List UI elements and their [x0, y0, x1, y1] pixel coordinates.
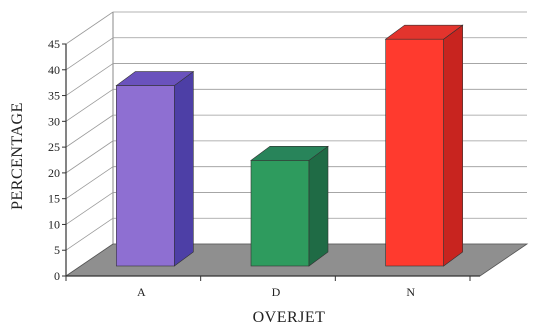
axis-layer [62, 43, 480, 281]
gridline-side [65, 11, 114, 45]
y-tick-label: 40 [48, 63, 60, 77]
bar-n-side [443, 24, 463, 267]
y-tick-label: 25 [48, 140, 60, 154]
y-tick-label: 35 [48, 89, 60, 103]
bar-d-side [308, 145, 329, 267]
bars-layer [115, 24, 464, 267]
y-tick-label: 0 [54, 269, 60, 283]
bar-n-front [385, 38, 444, 267]
x-axis-title: OVERJET [253, 309, 326, 326]
labels-layer: 0 5 10 15 20 25 30 35 40 45 A D N [48, 37, 415, 299]
y-tick-label: 5 [54, 243, 60, 257]
bar-a-front [116, 85, 175, 267]
gridline-side [65, 192, 114, 225]
gridline-side [65, 166, 114, 199]
gridline-side [65, 217, 114, 251]
y-axis-title: PERCENTAGE [9, 102, 26, 210]
bar-n-top [384, 24, 464, 40]
y-tick-label: 10 [48, 217, 60, 231]
bar-a-side [174, 70, 194, 267]
gridline-side [65, 63, 114, 96]
gridline-side [65, 37, 114, 71]
y-tick-label: 20 [48, 166, 60, 180]
x-category-label: D [272, 285, 281, 299]
bar-d-top [250, 146, 329, 161]
x-category-label: N [406, 285, 415, 299]
y-tick-label: 15 [48, 192, 60, 206]
bar-d-front [250, 160, 310, 267]
y-tick-label: 45 [48, 37, 60, 51]
gridline-side [65, 140, 114, 174]
bar-a-top [115, 71, 195, 86]
gridline-side [65, 89, 114, 122]
y-tick-label: 30 [48, 114, 60, 128]
x-category-label: A [137, 285, 146, 299]
gridline-side [65, 114, 114, 148]
